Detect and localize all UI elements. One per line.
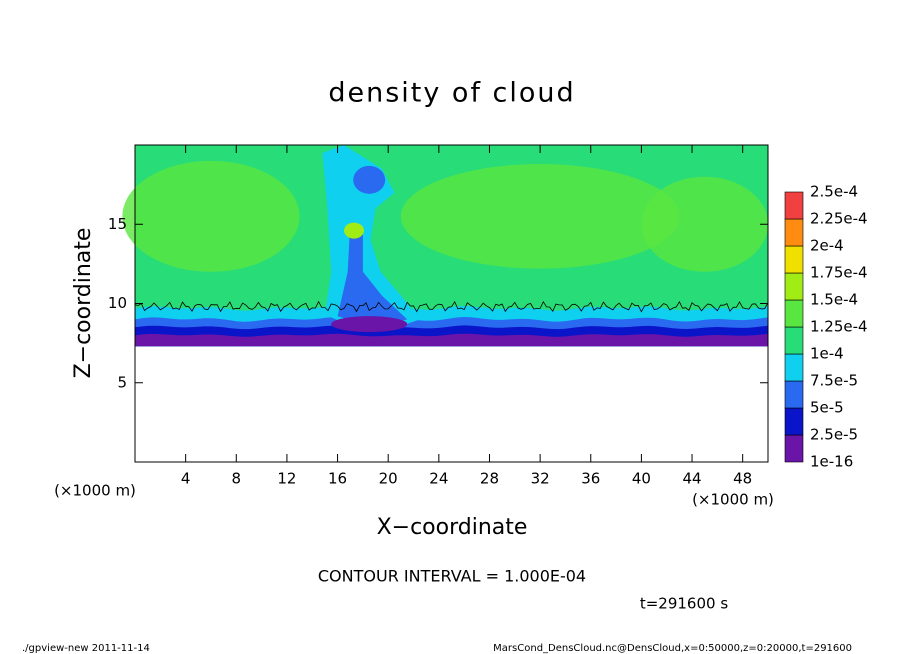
x-tick-label: 48 (733, 470, 752, 488)
y-tick-label: 5 (117, 373, 127, 391)
colorbar-label: 1.75e-4 (810, 264, 868, 282)
colorbar-label: 1.5e-4 (810, 291, 858, 309)
field-patch (400, 164, 680, 269)
time-label: t=291600 s (640, 595, 728, 613)
colorbar-label: 2.5e-5 (810, 426, 858, 444)
colorbar-label: 2.5e-4 (810, 183, 858, 201)
field (122, 145, 769, 347)
colorbar-label: 2e-4 (810, 237, 844, 255)
colorbar-box (784, 434, 804, 463)
colorbar-label: 7.5e-5 (810, 372, 858, 390)
colorbar-label: 5e-5 (810, 399, 844, 417)
x-tick-label: 12 (277, 470, 296, 488)
plume-low (331, 316, 408, 333)
colorbar-box (784, 218, 804, 247)
colorbar-label: 2.25e-4 (810, 210, 868, 228)
field-band (135, 333, 768, 347)
field-patch (122, 160, 300, 272)
x-tick-label: 16 (328, 470, 347, 488)
contour-interval: CONTOUR INTERVAL = 1.000E-04 (318, 567, 586, 586)
x-tick-label: 32 (531, 470, 550, 488)
footer-right: MarsCond_DensCloud.nc@DensCloud,x=0:5000… (493, 643, 852, 654)
colorbar-box (784, 191, 804, 220)
colorbar-box (784, 407, 804, 436)
x-tick-label: 40 (632, 470, 651, 488)
colorbar-box (784, 272, 804, 301)
colorbar-box (784, 353, 804, 382)
y-unit: (×1000 m) (54, 482, 136, 500)
footer-left: ./gpview-new 2011-11-14 (22, 643, 150, 654)
colorbar-box (784, 245, 804, 274)
y-tick-label: 10 (108, 294, 127, 312)
colorbar-label: 1.25e-4 (810, 318, 868, 336)
field-patch (641, 176, 768, 272)
plume-core (337, 224, 408, 328)
chart-title: density of cloud (328, 78, 575, 109)
colorbar-box (784, 326, 804, 355)
contour-line (134, 300, 769, 313)
x-tick-label: 36 (581, 470, 600, 488)
colorbar-box (784, 299, 804, 328)
x-tick-label: 20 (379, 470, 398, 488)
plume-mid (344, 222, 365, 239)
x-unit: (×1000 m) (692, 491, 774, 509)
y-tick-label: 15 (108, 215, 127, 233)
y-axis-label: Z−coordinate (71, 228, 96, 379)
plume-top (353, 165, 386, 194)
colorbar-label: 1e-16 (810, 453, 853, 471)
x-tick-label: 8 (232, 470, 242, 488)
x-tick-label: 44 (682, 470, 701, 488)
x-tick-label: 28 (480, 470, 499, 488)
colorbar-box (784, 380, 804, 409)
colorbar-label: 1e-4 (810, 345, 844, 363)
x-tick-label: 4 (181, 470, 191, 488)
x-tick-label: 24 (429, 470, 448, 488)
x-axis-label: X−coordinate (377, 515, 528, 540)
